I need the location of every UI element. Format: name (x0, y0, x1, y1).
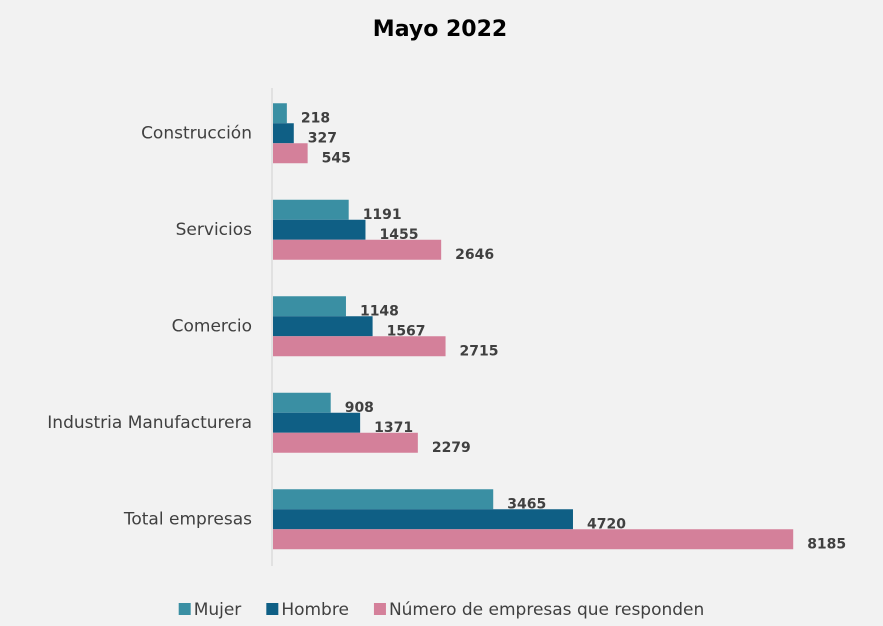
data-label: 2646 (455, 247, 494, 263)
legend-label: Número de empresas que responden (389, 600, 704, 620)
data-label: 2279 (432, 440, 471, 456)
bar (273, 296, 346, 317)
legend-swatch (266, 603, 279, 615)
data-label: 1567 (387, 323, 426, 339)
data-label: 1148 (360, 303, 399, 319)
bar (273, 489, 494, 510)
bar (273, 123, 294, 144)
bar (273, 509, 573, 530)
bar (273, 103, 287, 124)
legend-label: Hombre (281, 600, 349, 620)
y-tick-label: Construcción (141, 123, 252, 143)
bar (273, 392, 331, 413)
data-label: 1455 (379, 227, 418, 243)
legend-swatch (373, 603, 386, 615)
legend-swatch (178, 603, 191, 615)
legend-label: Mujer (194, 600, 242, 620)
data-label: 2715 (460, 343, 499, 359)
y-tick-label: Industria Manufacturera (47, 413, 252, 433)
bar (273, 219, 366, 240)
bar (273, 529, 794, 550)
bar (273, 239, 442, 260)
y-tick-label: Total empresas (123, 509, 252, 529)
bar (273, 143, 308, 164)
data-label: 1191 (363, 207, 402, 223)
y-tick-label: Comercio (172, 316, 252, 336)
data-label: 908 (345, 400, 374, 416)
data-label: 327 (308, 130, 337, 146)
y-tick-label: Servicios (176, 220, 252, 240)
data-label: 3465 (507, 496, 546, 512)
data-label: 1371 (374, 420, 413, 436)
bar (273, 316, 373, 337)
bar (273, 199, 349, 220)
bar (273, 336, 446, 357)
bar (273, 412, 361, 433)
data-label: 4720 (587, 516, 626, 532)
data-label: 545 (322, 150, 351, 166)
data-label: 218 (301, 110, 330, 126)
bar (273, 432, 418, 453)
chart-title: Mayo 2022 (373, 17, 507, 42)
data-label: 8185 (807, 536, 846, 552)
